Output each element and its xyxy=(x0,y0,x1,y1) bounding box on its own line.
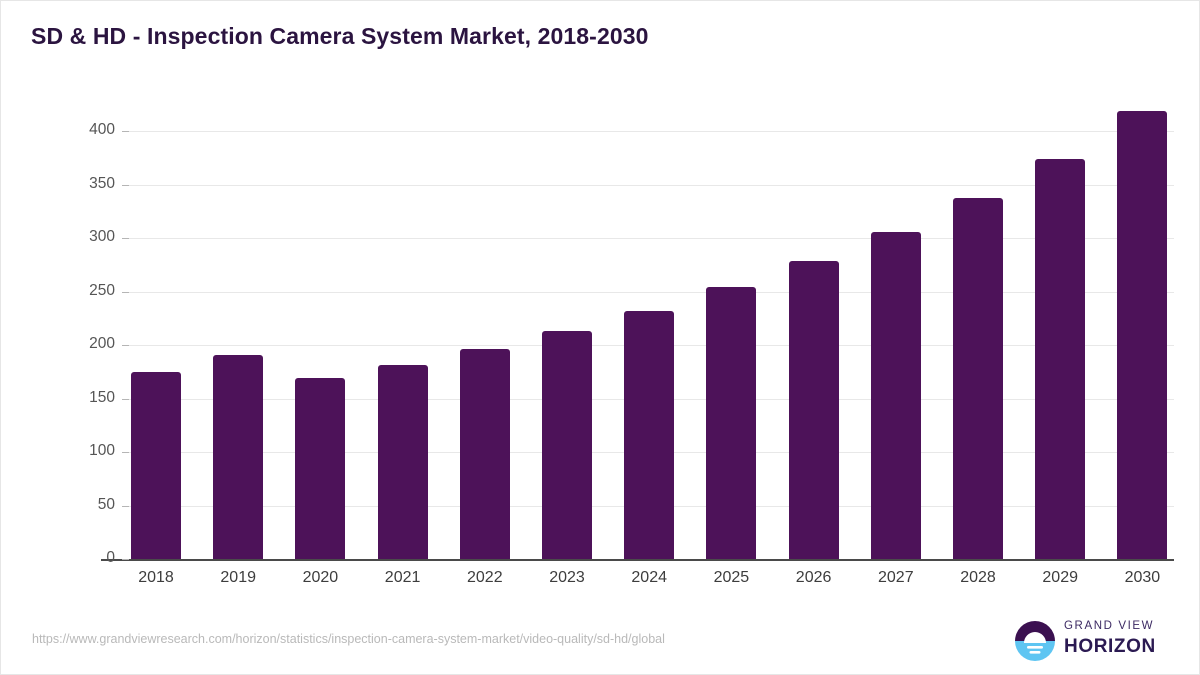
y-tick-mark xyxy=(122,559,129,560)
bar-2023[interactable] xyxy=(542,331,592,559)
horizon-logo-icon xyxy=(1015,621,1055,661)
bar-2029[interactable] xyxy=(1035,159,1086,559)
y-tick-mark xyxy=(122,345,129,347)
gridline xyxy=(129,291,1174,293)
bars-layer xyxy=(131,101,1176,559)
bar-2027[interactable] xyxy=(870,231,921,559)
y-tick-label: 50 xyxy=(97,495,115,513)
bar-2026[interactable] xyxy=(788,260,839,559)
x-axis-line xyxy=(101,559,1174,561)
y-tick-label: 350 xyxy=(89,174,115,192)
y-tick-label: 250 xyxy=(89,281,115,299)
y-tick-mark xyxy=(122,238,129,240)
bar-2024[interactable] xyxy=(624,310,675,559)
x-tick-label-2026: 2026 xyxy=(795,569,832,586)
bar-2019[interactable] xyxy=(213,354,264,559)
x-tick-label-2024: 2024 xyxy=(631,569,667,586)
y-tick-label: 400 xyxy=(89,121,115,139)
gridline xyxy=(129,184,1174,186)
bar-2021[interactable] xyxy=(377,365,428,559)
bar-2028[interactable] xyxy=(953,197,1003,559)
logo-text-horizon: HORIZON xyxy=(1064,635,1156,657)
y-tick-label: 300 xyxy=(89,228,115,246)
y-tick-mark xyxy=(122,505,129,507)
x-tick-label-2018: 2018 xyxy=(138,569,174,586)
x-tick-label-2021: 2021 xyxy=(384,569,421,586)
y-tick-label: 150 xyxy=(89,388,115,406)
bar-2020[interactable] xyxy=(295,378,346,559)
gridline xyxy=(129,131,1174,133)
y-tick-mark xyxy=(122,291,129,293)
y-tick-mark xyxy=(122,131,129,133)
x-tick-label-2020: 2020 xyxy=(302,569,339,586)
y-tick-label: 100 xyxy=(89,442,115,460)
source-url[interactable]: https://www.grandviewresearch.com/horizo… xyxy=(32,632,665,646)
y-tick-label: 0 xyxy=(106,549,115,566)
x-tick-label-2019: 2019 xyxy=(220,569,256,586)
bar-2018[interactable] xyxy=(131,371,181,559)
x-tick-label-2028: 2028 xyxy=(960,569,996,586)
logo-text: GRAND VIEW HORIZON xyxy=(1064,620,1156,657)
y-tick-label: 200 xyxy=(89,335,115,353)
grand-view-horizon-logo[interactable]: GRAND VIEW HORIZON xyxy=(1014,620,1164,664)
logo-text-grand-view: GRAND VIEW xyxy=(1064,620,1155,632)
x-tick-label-2027: 2027 xyxy=(878,569,914,586)
x-tick-label-2025: 2025 xyxy=(713,569,750,586)
page-title: SD & HD - Inspection Camera System Marke… xyxy=(31,23,649,49)
x-tick-label-2029: 2029 xyxy=(1042,569,1078,586)
bar-2030[interactable] xyxy=(1117,111,1168,559)
bar-2025[interactable] xyxy=(706,287,757,559)
x-tick-label-2023: 2023 xyxy=(549,569,585,586)
x-tick-label-2022: 2022 xyxy=(467,569,503,586)
bar-2022[interactable] xyxy=(459,349,510,559)
y-tick-mark xyxy=(122,184,129,186)
x-tick-label-2030: 2030 xyxy=(1124,569,1161,586)
gridline xyxy=(129,238,1174,240)
y-tick-mark xyxy=(122,398,129,400)
y-tick-mark xyxy=(122,452,129,454)
